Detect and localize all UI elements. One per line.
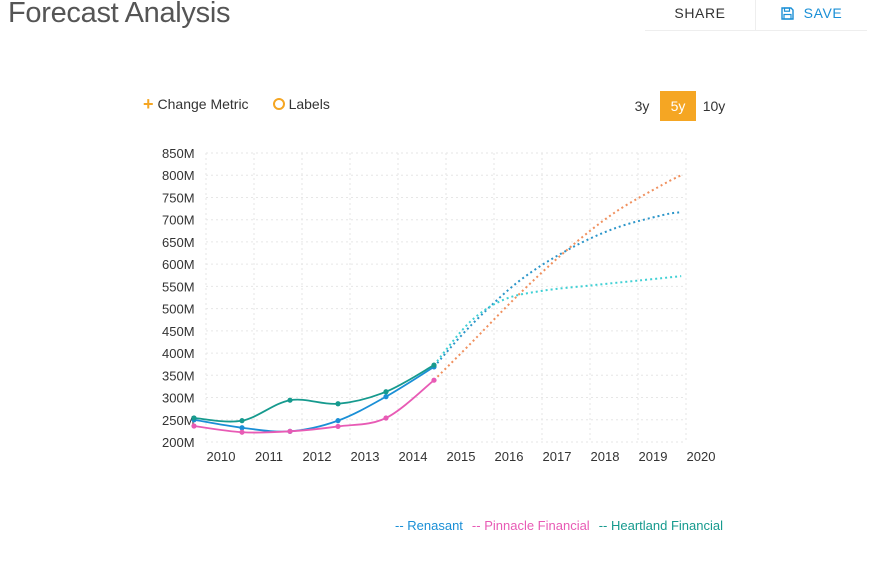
x-tick-label: 2017 [543,449,572,464]
plus-icon: + [143,94,154,114]
range-3y-button[interactable]: 3y [624,91,660,121]
data-point [431,362,437,368]
y-tick-label: 500M [162,302,195,317]
circle-outline-icon [272,98,285,110]
data-point [191,423,197,429]
save-label: SAVE [803,5,843,21]
labels-toggle-label: Labels [288,96,330,112]
x-tick-label: 2019 [639,449,668,464]
actual-line [193,364,435,423]
time-range-selector: 3y 5y 10y [624,91,732,121]
share-button[interactable]: SHARE [645,0,755,26]
forecast-line [433,211,682,368]
change-metric-label: Change Metric [157,96,249,112]
y-tick-label: 200M [162,435,195,450]
y-tick-label: 400M [162,346,195,361]
x-tick-label: 2016 [495,449,524,464]
data-point [431,377,437,383]
chart-controls: + Change Metric Labels [143,94,330,114]
labels-toggle[interactable]: Labels [272,96,330,112]
x-tick-label: 2011 [255,449,283,464]
floppy-disk-icon [780,6,794,20]
change-metric-control[interactable]: + Change Metric [143,94,249,114]
data-point [239,429,245,435]
data-point [191,415,197,421]
x-tick-label: 2013 [351,449,380,464]
x-tick-label: 2014 [399,449,428,464]
data-point [287,397,293,403]
legend-item-heartland-financial[interactable]: -- Heartland Financial [598,518,723,533]
y-tick-label: 300M [162,391,195,406]
legend-item-pinnacle-financial[interactable]: -- Pinnacle Financial [471,518,590,533]
actual-line [193,379,435,434]
y-tick-label: 850M [162,146,195,161]
data-point [239,425,245,431]
data-point [383,415,389,421]
chart-legend: -- Renasant -- Pinnacle Financial -- Hea… [395,518,723,533]
range-10y-button[interactable]: 10y [696,91,732,121]
data-point [335,423,341,430]
save-button[interactable]: SAVE [756,0,867,26]
y-tick-label: 250M [162,413,195,428]
forecast-line [433,174,682,381]
y-tick-label: 450M [162,324,195,339]
forecast-line [433,275,682,366]
data-point [335,401,341,407]
y-tick-label: 800M [162,168,195,183]
range-5y-button[interactable]: 5y [660,91,696,121]
data-point [239,418,245,424]
page-title: Forecast Analysis [8,0,231,29]
y-tick-label: 650M [162,235,195,250]
y-tick-label: 750M [162,190,195,205]
actual-line [193,366,435,433]
y-tick-label: 350M [162,368,195,383]
x-tick-label: 2018 [591,449,620,464]
action-divider [755,0,756,30]
y-tick-label: 600M [162,257,195,272]
data-point [287,428,293,434]
x-tick-label: 2010 [207,449,236,464]
top-actions: SHARE SAVE [645,0,867,31]
y-tick-label: 550M [162,279,195,294]
y-tick-label: 700M [162,213,195,228]
x-tick-label: 2012 [303,449,332,464]
data-point [383,394,389,400]
x-tick-label: 2020 [687,449,716,464]
data-point [335,418,341,424]
legend-item-renasant[interactable]: -- Renasant [395,518,463,533]
x-tick-label: 2015 [447,449,476,464]
data-point [383,389,389,395]
